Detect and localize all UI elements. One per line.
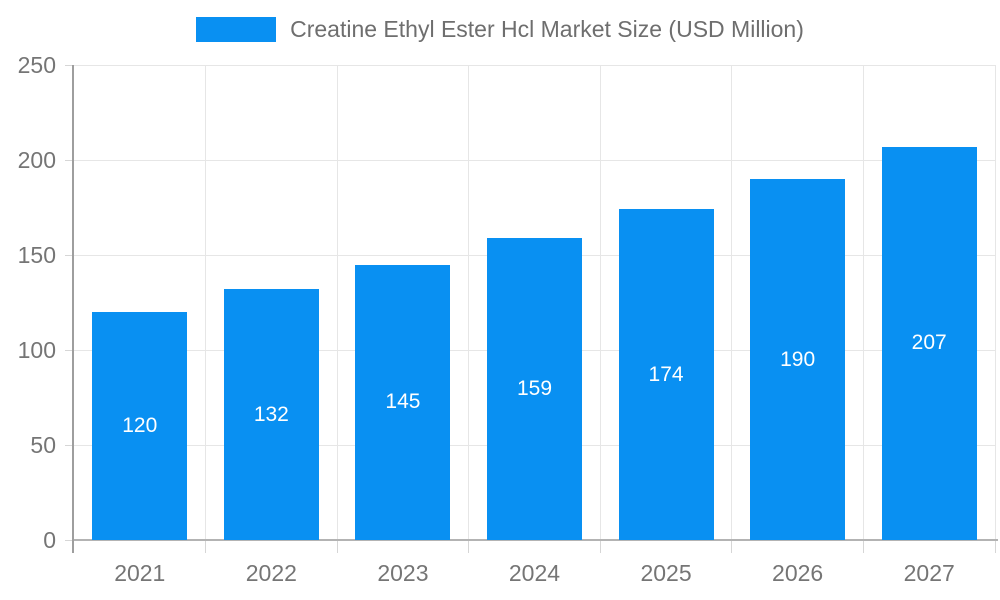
gridline-h [74,159,995,161]
gridline-v [994,65,996,540]
x-axis-label: 2023 [377,560,429,586]
bar-value-label: 120 [122,414,158,437]
y-axis-label: 150 [17,242,56,268]
y-axis-label: 250 [17,52,56,78]
gridline-v [468,65,470,540]
x-axis-label: 2027 [903,560,955,586]
bar-value-label: 145 [385,390,421,414]
gridline-v [862,65,864,540]
y-axis-label: 0 [43,527,56,553]
bar[interactable]: 207 [881,146,977,540]
x-tick [731,540,733,553]
y-tick [65,64,74,66]
x-tick [468,540,470,553]
x-tick [336,540,338,553]
y-axis-line [72,65,74,553]
y-tick [65,444,74,446]
bar-value-label: 132 [253,402,289,426]
bar[interactable]: 174 [618,209,714,540]
x-axis-label: 2024 [508,560,561,586]
bar[interactable]: 145 [355,264,451,540]
gridline-v [599,65,601,540]
x-axis-label: 2026 [772,560,824,586]
legend-swatch [196,17,277,42]
x-tick [599,540,601,553]
x-tick [862,540,864,553]
bar[interactable]: 132 [223,289,319,540]
y-tick [65,254,74,256]
y-tick [65,539,74,541]
gridline-v [205,65,207,540]
bar[interactable]: 159 [487,237,582,540]
bar[interactable]: 190 [750,179,846,540]
x-axis-label: 2025 [640,560,692,586]
bar-value-label: 190 [780,347,816,371]
y-tick [65,349,74,351]
legend[interactable]: Creatine Ethyl Ester Hcl Market Size (US… [0,16,1000,43]
gridline-h [74,64,995,66]
bar-value-label: 174 [648,362,684,386]
x-axis-label: 2022 [245,560,297,586]
x-tick [205,540,207,553]
y-tick [65,159,74,161]
y-axis-label: 100 [17,337,56,363]
y-axis-label: 50 [30,432,56,458]
gridline-v [731,65,733,540]
x-axis-label: 2021 [114,560,166,586]
x-tick [994,540,996,553]
gridline-v [336,65,338,540]
bar-value-label: 207 [911,331,947,355]
x-axis-line [74,539,998,541]
bar-value-label: 159 [516,376,553,400]
y-axis-label: 200 [17,147,56,173]
legend-label: Creatine Ethyl Ester Hcl Market Size (US… [290,16,804,42]
bar[interactable]: 120 [92,312,188,540]
